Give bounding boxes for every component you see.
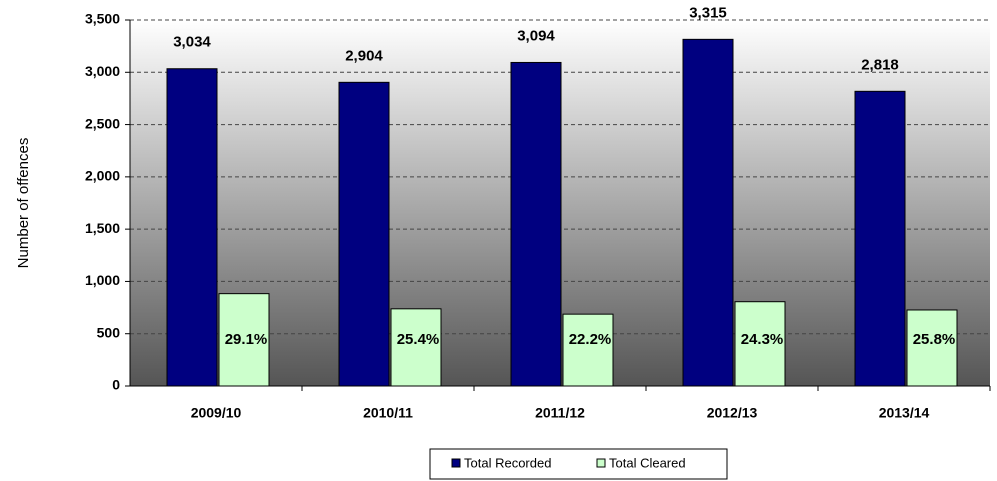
bar (510, 61, 562, 387)
y-tick-label: 2,500 (85, 115, 120, 131)
bar (906, 309, 958, 387)
legend-swatch (451, 458, 461, 468)
bar (218, 293, 270, 387)
value-label: 2,904 (345, 47, 383, 64)
value-label: 3,034 (173, 34, 211, 51)
y-tick-label: 500 (97, 324, 121, 340)
value-label: 3,315 (689, 4, 727, 21)
bar (734, 301, 786, 387)
bar (166, 68, 218, 387)
x-tick-label: 2010/11 (363, 405, 413, 421)
y-tick-label: 3,500 (85, 11, 120, 27)
x-tick-label: 2011/12 (535, 405, 585, 421)
bar (682, 38, 734, 387)
annotation: 29.1% (225, 331, 268, 348)
bar (854, 90, 906, 387)
annotation: 25.4% (397, 331, 440, 348)
annotation: 22.2% (569, 331, 612, 348)
y-tick-label: 0 (112, 377, 120, 393)
y-tick-label: 3,000 (85, 63, 120, 79)
x-tick-label: 2013/14 (879, 405, 930, 421)
y-axis-label: Number of offences (15, 138, 32, 269)
annotation: 24.3% (741, 331, 784, 348)
legend (429, 448, 728, 480)
legend-swatch (596, 458, 606, 468)
legend-label: Total Cleared (609, 455, 686, 470)
bar (562, 313, 614, 387)
bar (338, 81, 390, 387)
bar (390, 308, 442, 387)
value-label: 2,818 (861, 56, 899, 73)
y-tick-label: 2,000 (85, 168, 120, 184)
y-tick-label: 1,500 (85, 220, 120, 236)
legend-label: Total Recorded (464, 455, 551, 470)
y-tick-label: 1,000 (85, 272, 120, 288)
annotation: 25.8% (913, 331, 956, 348)
x-tick-label: 2009/10 (191, 405, 242, 421)
value-label: 3,094 (517, 27, 555, 44)
x-tick-label: 2012/13 (707, 405, 758, 421)
